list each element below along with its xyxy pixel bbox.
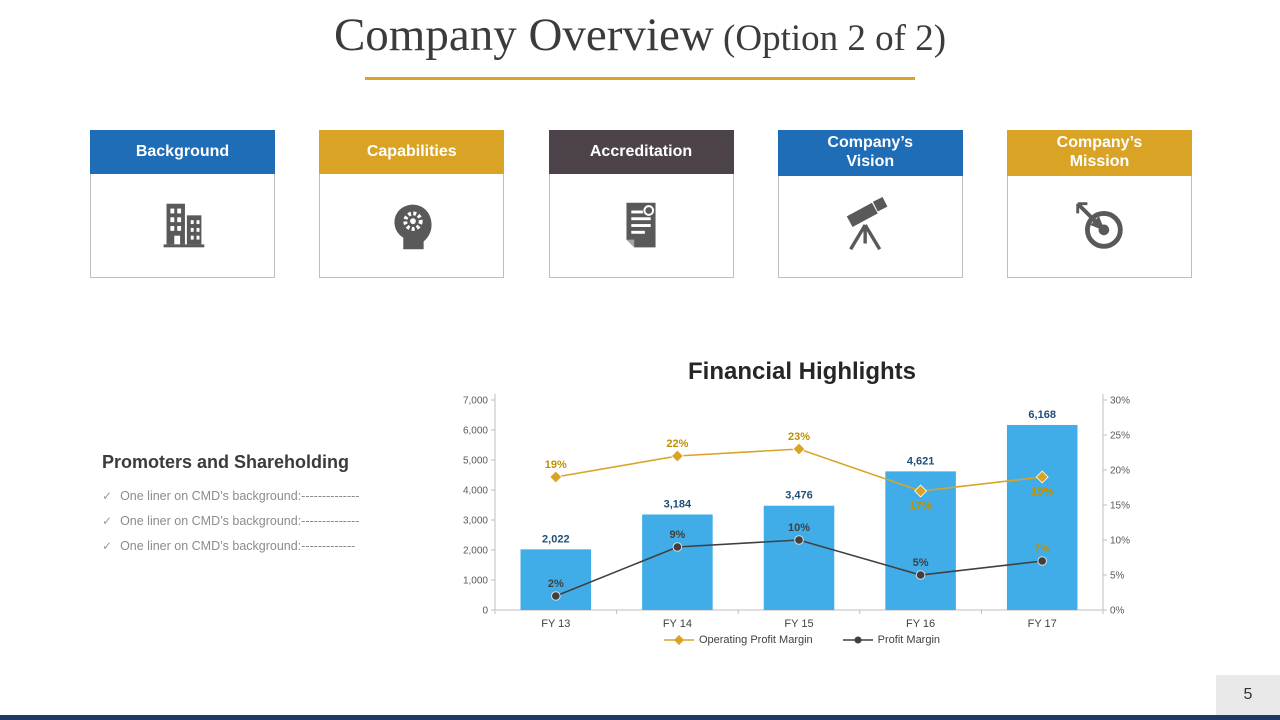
profit-margin-marker-icon [842,636,873,644]
financial-highlights-chart: Financial Highlights 0 1,000 2,000 3,000 4,0… [442,358,1162,646]
svg-text:7,000: 7,000 [463,396,488,407]
svg-text:3,476: 3,476 [785,490,813,502]
title-underline [365,77,915,80]
svg-text:4,000: 4,000 [463,486,488,497]
svg-text:2%: 2% [548,578,564,590]
svg-text:30%: 30% [1110,396,1130,407]
card-accreditation: Accreditation [548,130,734,278]
svg-text:FY 17: FY 17 [1028,618,1057,630]
svg-text:5%: 5% [1110,571,1125,582]
svg-text:5,000: 5,000 [463,456,488,467]
certificate-icon [626,202,656,247]
svg-text:10%: 10% [1110,536,1130,547]
legend-item-operating-profit-margin: Operating Profit Margin [663,634,813,646]
svg-text:FY 16: FY 16 [906,618,935,630]
page-number: 5 [1216,675,1280,715]
svg-text:0: 0 [482,606,488,617]
card-accreditation-header: Accreditation [548,130,734,174]
svg-text:15%: 15% [1110,501,1130,512]
bottom-accent-bar [0,715,1280,720]
legend-item-profit-margin: Profit Margin [842,634,941,646]
svg-text:9%: 9% [669,529,685,541]
svg-text:1,000: 1,000 [463,576,488,587]
svg-text:23%: 23% [788,431,810,443]
svg-text:FY 13: FY 13 [541,618,570,630]
check-icon: ✓ [102,489,113,503]
bullet-text: One liner on CMD’s background:----------… [120,539,356,553]
svg-text:17%: 17% [910,500,932,512]
operating-profit-margin-marker-icon [663,635,694,645]
overview-cards: Background [90,130,1192,278]
card-capabilities: Capabilities [319,130,505,278]
svg-text:20%: 20% [1110,466,1130,477]
page-title: Company Overview (Option 2 of 2) [0,8,1280,62]
page-title-main: Company Overview [333,9,714,61]
list-item: ✓ One liner on CMD’s background:--------… [102,514,442,528]
promoters-section: Promoters and Shareholding ✓ One liner o… [102,452,442,564]
head-gears-icon [394,204,432,249]
card-company-mission-header: Company’s Mission [1007,130,1192,176]
card-company-vision-header: Company’s Vision [777,130,963,176]
list-item: ✓ One liner on CMD’s background:--------… [102,539,442,553]
svg-text:10%: 10% [788,522,810,534]
svg-text:25%: 25% [1110,431,1130,442]
legend-label: Profit Margin [877,634,941,646]
card-company-vision: Company’s Vision [777,130,963,278]
svg-text:7%: 7% [1034,543,1050,555]
legend-label: Operating Profit Margin [698,634,813,646]
svg-text:5%: 5% [913,557,929,569]
bullet-text: One liner on CMD’s background:----------… [120,489,360,503]
svg-text:22%: 22% [666,438,688,450]
svg-text:19%: 19% [1031,486,1053,498]
chart-title: Financial Highlights [687,358,916,385]
svg-text:FY 14: FY 14 [663,618,692,630]
chart-legend: Operating Profit Margin Profit Margin [442,634,1162,646]
svg-text:4,621: 4,621 [907,455,935,467]
svg-text:3,184: 3,184 [664,498,692,510]
list-item: ✓ One liner on CMD’s background:--------… [102,489,442,503]
check-icon: ✓ [102,539,113,553]
svg-text:2,000: 2,000 [463,546,488,557]
svg-text:FY 15: FY 15 [784,618,813,630]
chart-plot-area: 0 1,000 2,000 3,000 4,000 5,000 6,000 7,000 0% 5%… [463,394,1130,630]
card-background: Background [90,130,275,278]
promoters-heading: Promoters and Shareholding [102,452,350,472]
target-icon [1075,202,1123,250]
telescope-icon [847,197,888,251]
card-capabilities-header: Capabilities [319,130,505,174]
building-icon [163,203,204,247]
svg-text:2,022: 2,022 [542,533,570,545]
svg-text:6,168: 6,168 [1028,409,1056,421]
card-background-header: Background [90,130,275,174]
bullet-text: One liner on CMD’s background:----------… [120,514,360,528]
svg-text:6,000: 6,000 [463,426,488,437]
card-company-mission: Company’s Mission [1007,130,1192,278]
svg-text:0%: 0% [1110,606,1125,617]
svg-text:3,000: 3,000 [463,516,488,527]
check-icon: ✓ [102,514,113,528]
page-title-suffix: (Option 2 of 2) [713,18,947,59]
svg-text:19%: 19% [545,459,567,471]
